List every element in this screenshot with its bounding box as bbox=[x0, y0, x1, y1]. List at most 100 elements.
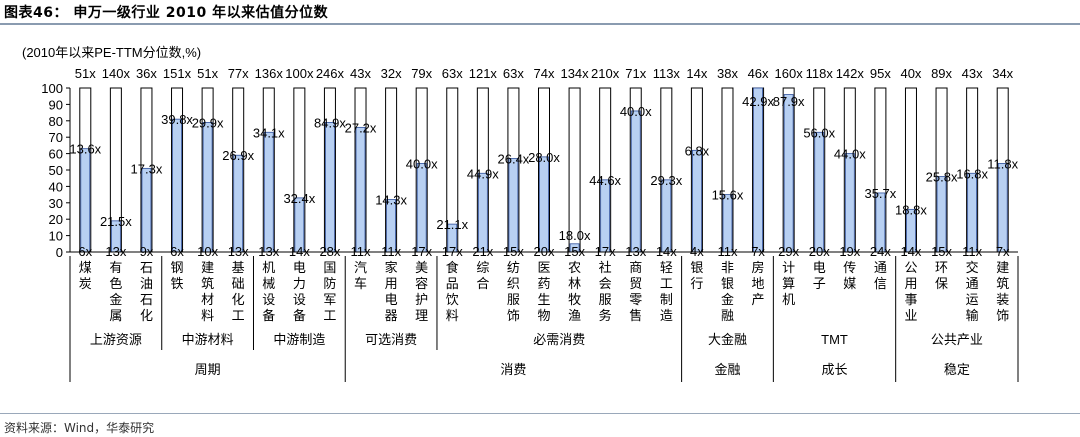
min-pe-label: 15x bbox=[564, 244, 585, 259]
category-char: 商 bbox=[629, 260, 642, 275]
category-char: 业 bbox=[904, 308, 917, 323]
category-label: 煤炭 bbox=[79, 260, 92, 291]
min-pe-label: 15x bbox=[931, 244, 952, 259]
category-char: 医 bbox=[537, 260, 550, 275]
category-label: 农林牧渔 bbox=[568, 260, 581, 323]
max-pe-label: 36x bbox=[136, 66, 157, 81]
current-pe-label: 15.6x bbox=[712, 188, 744, 203]
data-labels: 51x 6x 13.6x 140x 13x 21.5x 36x 9x 17.3x 151x 6x 39… bbox=[69, 66, 1018, 259]
category-char: 有 bbox=[109, 260, 122, 275]
max-pe-label: 43x bbox=[350, 66, 371, 81]
category-char: 料 bbox=[446, 308, 459, 323]
bar bbox=[355, 126, 366, 253]
category-char: 牧 bbox=[568, 292, 581, 307]
category-char: 电 bbox=[813, 260, 826, 275]
category-char: 础 bbox=[232, 276, 245, 291]
category-char: 银 bbox=[721, 276, 734, 291]
min-pe-label: 13x bbox=[258, 244, 279, 259]
min-pe-label: 21x bbox=[472, 244, 493, 259]
category-char: 油 bbox=[140, 276, 153, 291]
bar bbox=[997, 163, 1008, 253]
category-char: 化 bbox=[232, 292, 245, 307]
category-char: 护 bbox=[415, 292, 428, 307]
category-char: 料 bbox=[201, 308, 214, 323]
category-label: 建筑材料 bbox=[201, 260, 214, 323]
category-char: 传 bbox=[843, 260, 856, 275]
category-char: 车 bbox=[354, 276, 367, 291]
min-pe-label: 11x bbox=[962, 244, 982, 259]
current-pe-label: 44.6x bbox=[589, 173, 621, 188]
current-pe-label: 34.1x bbox=[253, 125, 285, 140]
min-pe-label: 17x bbox=[442, 244, 463, 259]
category-char: 媒 bbox=[843, 276, 856, 291]
category-char: 理 bbox=[415, 308, 428, 323]
max-pe-label: 246x bbox=[316, 66, 345, 81]
current-pe-label: 84.9x bbox=[314, 115, 346, 130]
max-pe-label: 77x bbox=[228, 66, 249, 81]
current-pe-label: 21.5x bbox=[100, 214, 132, 229]
category-label: 纺织服饰 bbox=[507, 260, 520, 323]
category-char: 食 bbox=[446, 260, 459, 275]
max-pe-label: 63x bbox=[503, 66, 524, 81]
category-char: 售 bbox=[629, 308, 642, 323]
category-char: 建 bbox=[201, 260, 214, 275]
current-pe-label: 26.9x bbox=[222, 148, 254, 163]
max-pe-label: 34x bbox=[992, 66, 1013, 81]
category-label: 电力设备 bbox=[293, 260, 306, 323]
category-labels: 煤炭有色金属石油石化钢铁建筑材料基础化工机械设备电力设备国防军工汽车家用电器美容… bbox=[79, 260, 1009, 323]
category-char: 械 bbox=[262, 276, 275, 291]
y-tick-label: 70 bbox=[49, 130, 63, 145]
current-pe-label: 28.0x bbox=[528, 150, 560, 165]
category-label: 社会服务 bbox=[599, 260, 612, 323]
category-char: 行 bbox=[690, 276, 703, 291]
category-label: 机械设备 bbox=[262, 260, 275, 323]
min-pe-label: 17x bbox=[595, 244, 616, 259]
current-pe-label: 40.0x bbox=[406, 156, 438, 171]
min-pe-label: 17x bbox=[411, 244, 432, 259]
bar bbox=[783, 94, 794, 253]
category-char: 制 bbox=[660, 292, 673, 307]
current-pe-label: 44.9x bbox=[467, 166, 499, 181]
current-pe-label: 32.4x bbox=[283, 191, 315, 206]
current-pe-label: 13.6x bbox=[69, 142, 101, 157]
category-char: 输 bbox=[966, 308, 979, 323]
max-pe-label: 79x bbox=[411, 66, 432, 81]
category-char: 铁 bbox=[171, 276, 184, 291]
max-pe-label: 51x bbox=[197, 66, 218, 81]
current-pe-label: 21.1x bbox=[436, 217, 468, 232]
current-pe-label: 29.9x bbox=[192, 115, 224, 130]
bar bbox=[416, 163, 427, 253]
max-pe-label: 74x bbox=[534, 66, 555, 81]
category-char: 炭 bbox=[79, 276, 92, 291]
category-char: 务 bbox=[599, 308, 612, 323]
category-char: 通 bbox=[874, 260, 887, 275]
min-pe-label: 9x bbox=[140, 244, 154, 259]
category-char: 家 bbox=[385, 260, 398, 275]
category-char: 造 bbox=[660, 308, 673, 323]
max-pe-label: 63x bbox=[442, 66, 463, 81]
category-char: 汽 bbox=[354, 260, 367, 275]
min-pe-label: 7x bbox=[751, 244, 765, 259]
category-label: 美容护理 bbox=[415, 260, 428, 323]
bar bbox=[844, 153, 855, 253]
y-tick-label: 10 bbox=[49, 229, 63, 244]
category-label: 轻工制造 bbox=[660, 260, 673, 323]
category-char: 服 bbox=[599, 292, 612, 307]
category-char: 纺 bbox=[507, 260, 520, 275]
min-pe-label: 24x bbox=[870, 244, 891, 259]
category-char: 生 bbox=[537, 292, 550, 307]
category-label: 食品饮料 bbox=[446, 260, 459, 323]
category-char: 通 bbox=[966, 276, 979, 291]
category-char: 服 bbox=[507, 292, 520, 307]
category-char: 金 bbox=[721, 292, 734, 307]
max-pe-label: 38x bbox=[717, 66, 738, 81]
category-char: 算 bbox=[782, 276, 795, 291]
category-char: 用 bbox=[385, 276, 398, 291]
min-pe-label: 14x bbox=[289, 244, 310, 259]
category-char: 容 bbox=[415, 276, 428, 291]
y-tick-label: 60 bbox=[49, 147, 63, 162]
category-char: 银 bbox=[690, 260, 703, 275]
category-char: 工 bbox=[232, 308, 245, 323]
category-char: 力 bbox=[293, 276, 306, 291]
category-char: 备 bbox=[262, 308, 275, 323]
